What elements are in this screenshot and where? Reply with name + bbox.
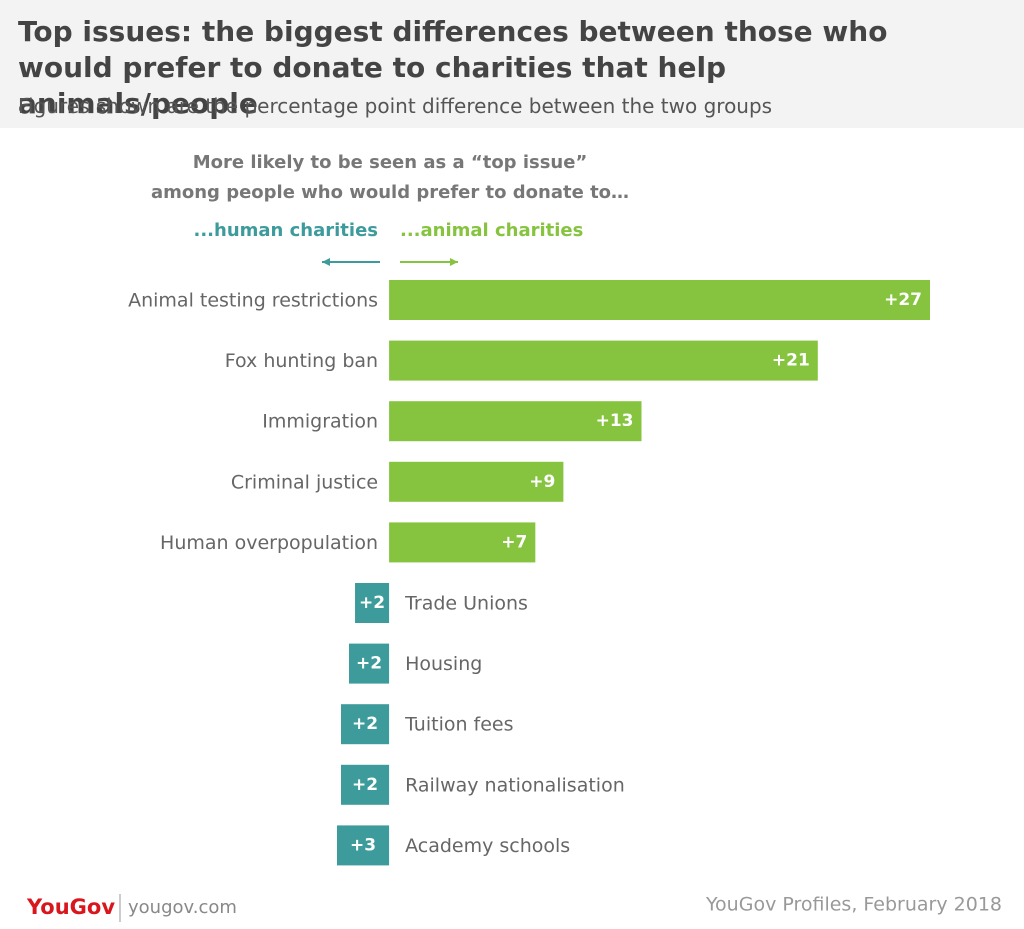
value-label: +2 bbox=[352, 714, 378, 734]
bar bbox=[389, 401, 642, 442]
source: YouGov Profiles, February 2018 bbox=[705, 894, 1002, 916]
category-label: Trade Unions bbox=[404, 593, 528, 615]
arrow-head bbox=[322, 258, 330, 266]
category-label: Housing bbox=[405, 653, 482, 675]
logo: YouGov bbox=[26, 895, 115, 919]
chart-title: Top issues: the biggest differences betw… bbox=[18, 15, 888, 120]
value-label: +27 bbox=[884, 290, 922, 310]
value-label: +9 bbox=[529, 472, 555, 492]
value-label: +13 bbox=[596, 411, 634, 431]
header-band bbox=[0, 0, 1024, 128]
chart-subtitle: Figures shown are the percentage point d… bbox=[18, 94, 773, 118]
bar bbox=[389, 340, 818, 381]
bar bbox=[389, 522, 536, 563]
category-label: Human overpopulation bbox=[160, 532, 378, 554]
value-label: +21 bbox=[772, 351, 810, 371]
category-label: Tuition fees bbox=[404, 714, 513, 736]
bar bbox=[341, 704, 390, 745]
category-label: Railway nationalisation bbox=[405, 774, 625, 796]
legend-heading: More likely to be seen as a “top issue” bbox=[193, 152, 588, 173]
value-label: +2 bbox=[352, 775, 378, 795]
website: yougov.com bbox=[128, 897, 237, 918]
bar bbox=[341, 764, 390, 805]
legend-label: ...human charities bbox=[194, 220, 379, 241]
value-label: +2 bbox=[359, 593, 385, 613]
category-label: Academy schools bbox=[405, 835, 570, 857]
category-label: Immigration bbox=[262, 411, 378, 433]
category-label: Fox hunting ban bbox=[225, 350, 378, 372]
bar bbox=[337, 825, 390, 866]
bar bbox=[389, 280, 930, 320]
value-label: +2 bbox=[356, 654, 382, 674]
arrow-head bbox=[450, 258, 458, 266]
legend-label: ...animal charities bbox=[400, 220, 583, 241]
category-label: Animal testing restrictions bbox=[128, 290, 378, 312]
bar bbox=[349, 643, 390, 684]
value-label: +7 bbox=[501, 532, 527, 552]
value-label: +3 bbox=[350, 835, 376, 855]
bar bbox=[389, 461, 564, 502]
legend-heading: among people who would prefer to donate … bbox=[151, 182, 629, 203]
category-label: Criminal justice bbox=[231, 471, 378, 493]
bar bbox=[355, 583, 390, 623]
